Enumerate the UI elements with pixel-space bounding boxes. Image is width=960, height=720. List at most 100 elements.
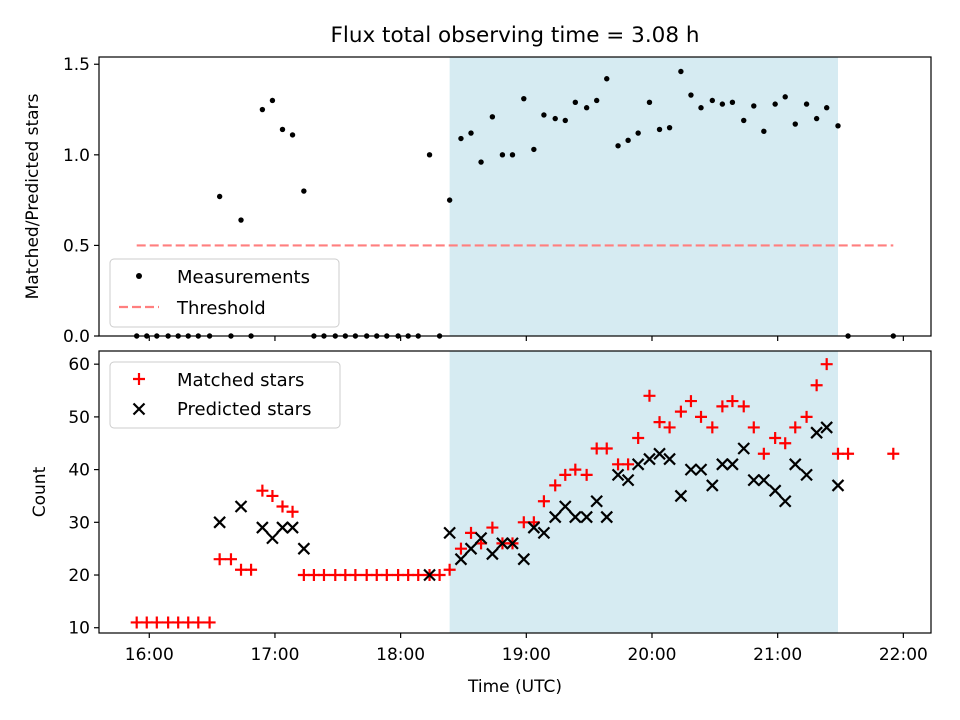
- count-panel-frame: [98, 350, 932, 634]
- matched-star-point: [600, 442, 613, 455]
- predicted-stars-legend-glyph: [132, 402, 146, 416]
- predicted-star-point: [464, 542, 478, 555]
- predicted-star-point: [643, 452, 656, 466]
- x-axis-label: Time (UTC): [467, 677, 562, 697]
- matched-star-point: [360, 569, 373, 582]
- matched-star-point: [286, 505, 299, 518]
- predicted-star-point: [726, 458, 739, 471]
- predicted-star-point: [297, 542, 311, 555]
- measurement-point: [259, 106, 266, 113]
- predicted-stars-legend-label: Predicted stars: [177, 399, 311, 420]
- measurement-point: [615, 143, 621, 149]
- measurement-point: [751, 103, 757, 109]
- matched-stars-legend-label: Matched stars: [177, 370, 304, 391]
- measurement-point: [792, 121, 798, 127]
- matched-star-point: [716, 400, 729, 413]
- predicted-star-point: [580, 510, 593, 524]
- matched-star-point: [140, 616, 153, 629]
- predicted-star-point: [496, 537, 509, 550]
- measurement-point: [426, 152, 433, 158]
- matched-star-point: [203, 616, 216, 629]
- ratio-y-axis-label: Matched/Predicted stars: [23, 93, 43, 299]
- matched-star-point: [276, 500, 289, 513]
- predicted-star-point: [506, 537, 519, 550]
- matched-star-point: [590, 442, 603, 455]
- measurement-point: [625, 137, 631, 144]
- matched-star-point: [580, 468, 593, 481]
- measurement-point: [478, 159, 484, 165]
- matched-star-point: [182, 616, 195, 629]
- count-legend: Matched stars Predicted stars: [109, 361, 341, 429]
- measurement-point: [541, 112, 547, 118]
- measurement-point: [521, 95, 527, 102]
- measurement-point: [709, 97, 716, 104]
- predicted-star-point: [256, 521, 269, 534]
- measurement-point: [635, 130, 641, 136]
- predicted-star-point: [684, 463, 698, 476]
- measurement-point: [656, 126, 663, 133]
- matched-star-point: [757, 447, 770, 460]
- matched-star-point: [632, 431, 645, 444]
- matched-star-point: [213, 553, 226, 566]
- matched-star-point: [307, 569, 320, 582]
- matched-star-point: [380, 569, 393, 582]
- predicted-star-point: [747, 473, 761, 487]
- matched-star-point: [549, 479, 562, 492]
- matched-star-point: [235, 563, 248, 576]
- matched-star-point: [266, 489, 279, 502]
- matched-star-point: [317, 569, 330, 582]
- predicted-star-point: [276, 521, 289, 534]
- measurement-point: [782, 94, 788, 100]
- measurement-point: [719, 101, 726, 107]
- predicted-star-point: [757, 473, 771, 487]
- count-y-axis-label: Count: [30, 466, 50, 517]
- measurements-legend-marker: [136, 273, 142, 279]
- predicted-star-point: [778, 494, 792, 508]
- predicted-star-point: [286, 521, 299, 534]
- matched-star-point: [172, 616, 185, 629]
- matched-star-point: [726, 395, 739, 408]
- ratio-y-tick-label: 1.5: [63, 55, 90, 75]
- predicted-star-point: [234, 500, 248, 513]
- measurement-point: [666, 124, 673, 131]
- measurements-legend-label: Measurements: [177, 267, 310, 288]
- count-panel: 10 20 30 40 50 60 16:00 17:00 18:00 19:00 20:00 21:…: [30, 350, 932, 697]
- matched-star-point: [706, 421, 719, 434]
- predicted-star-point: [443, 526, 456, 540]
- predicted-star-point: [674, 489, 688, 503]
- predicted-star-point: [454, 552, 468, 566]
- chart-title: Flux total observing time = 3.08 h: [331, 23, 700, 48]
- matched-star-point: [537, 495, 550, 508]
- measurement-point: [772, 101, 778, 107]
- matched-star-point: [162, 616, 175, 629]
- count-y-tick-label: 40: [68, 461, 90, 481]
- predicted-star-point: [486, 547, 499, 561]
- predicted-star-point: [621, 473, 635, 487]
- matched-star-point: [622, 458, 635, 471]
- predicted-star-point: [716, 458, 729, 471]
- measurement-point: [572, 99, 579, 105]
- predicted-star-point: [706, 479, 719, 492]
- measurement-point: [468, 130, 474, 136]
- x-tick-label: 19:00: [502, 645, 551, 665]
- predicted-star-point: [590, 494, 603, 508]
- ratio-legend-box: [109, 258, 340, 328]
- measurement-point: [509, 152, 516, 158]
- ratio-y-tick-label: 1.0: [63, 146, 90, 166]
- measurement-point: [499, 152, 506, 158]
- count-y-tick-label: 10: [68, 619, 90, 639]
- observing-window-shade: [449, 57, 838, 336]
- measurement-point: [552, 115, 558, 122]
- measurement-point: [583, 105, 590, 111]
- measurement-point: [458, 135, 464, 142]
- matched-star-point: [297, 569, 310, 582]
- x-tick-label: 18:00: [376, 645, 425, 665]
- matched-star-point: [329, 569, 342, 582]
- measurement-point: [761, 128, 767, 134]
- measurement-point: [741, 117, 747, 124]
- x-tick-label: 17:00: [250, 645, 299, 665]
- matched-star-point: [392, 569, 405, 582]
- measurement-point: [729, 99, 736, 105]
- matched-star-point: [737, 400, 750, 413]
